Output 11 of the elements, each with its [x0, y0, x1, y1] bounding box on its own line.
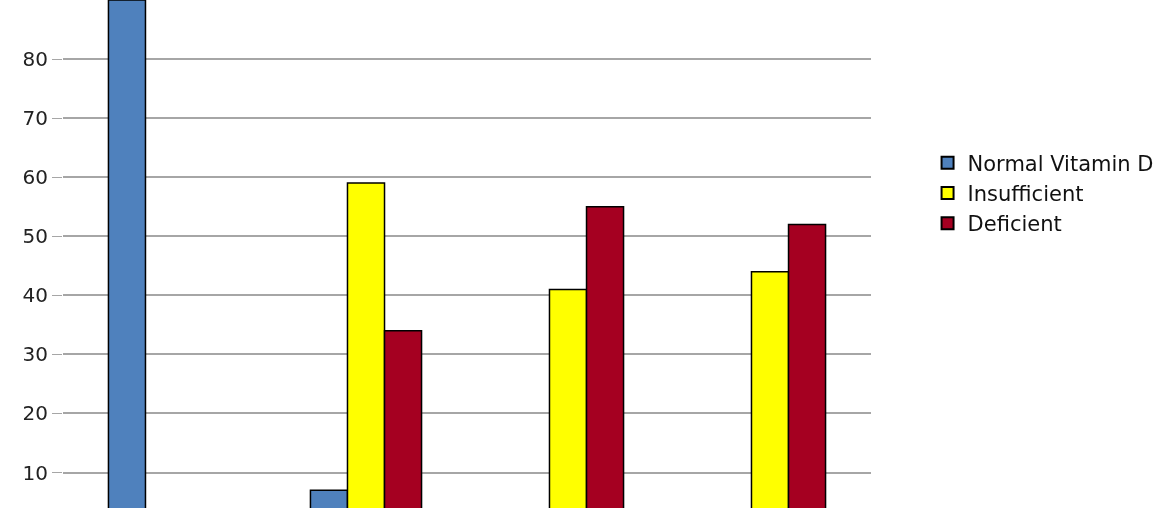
- y-tick-label: 60: [22, 165, 48, 190]
- y-tick-label: 30: [22, 342, 48, 367]
- y-tick-label: 20: [22, 401, 48, 426]
- y-tick-label: 80: [22, 47, 48, 72]
- legend-label: Insufficient: [967, 182, 1084, 207]
- y-tick-label: 50: [22, 224, 48, 249]
- y-tick-label: 70: [22, 106, 48, 131]
- y-tick-label: 40: [22, 283, 48, 308]
- legend-label: Deficient: [967, 212, 1062, 237]
- y-tick-label: 10: [22, 460, 48, 485]
- legend-label: Normal Vitamin D: [967, 151, 1154, 176]
